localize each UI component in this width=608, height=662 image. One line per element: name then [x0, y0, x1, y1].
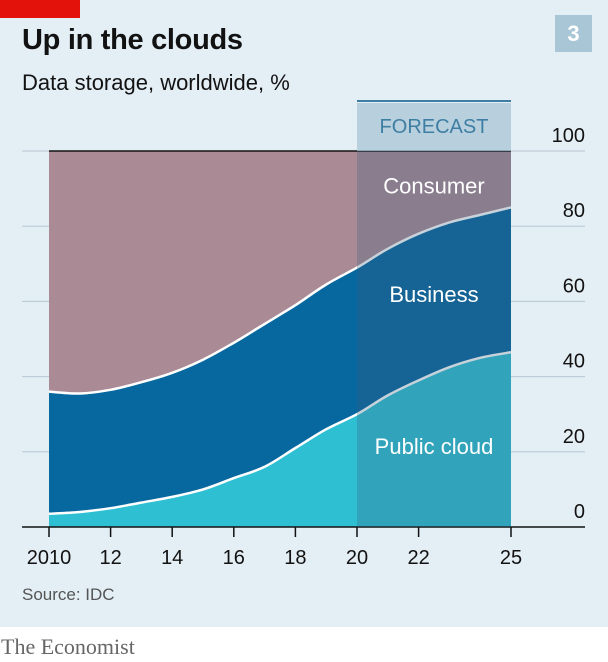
y-tick-label: 40	[563, 351, 585, 373]
forecast-header	[357, 103, 511, 151]
series-boundary-line	[48, 206, 512, 395]
publisher-logo: The Economist	[1, 634, 135, 659]
forecast-shading	[357, 151, 511, 527]
series-boundary-line	[48, 350, 512, 516]
y-tick-label: 60	[563, 275, 585, 297]
x-tick-label: 18	[284, 547, 306, 569]
forecast-region: FORECAST	[357, 100, 511, 527]
x-tick-label: 20	[346, 547, 368, 569]
chart-title: Up in the clouds	[22, 24, 243, 56]
chart-subtitle: Data storage, worldwide, %	[22, 70, 290, 95]
y-tick-label: 100	[552, 125, 585, 147]
series-labels: Public cloud Business Consumer	[375, 174, 494, 459]
y-tick-label: 0	[574, 501, 585, 523]
chart-number-badge: 3	[555, 15, 592, 52]
x-tick-label: 16	[223, 547, 245, 569]
label-consumer: Consumer	[383, 174, 484, 199]
x-tick-label: 12	[99, 547, 121, 569]
x-tick-label: 14	[161, 547, 183, 569]
area-public-cloud	[49, 352, 511, 527]
y-tick-label: 20	[563, 426, 585, 448]
area-layer	[48, 151, 512, 527]
brand-red-tag	[0, 0, 80, 18]
axis-ticks: 0 20 40 60 80 100 2010 12 14 16 18 20 22 25	[27, 125, 585, 569]
area-business	[49, 207, 511, 514]
x-tick-label: 22	[407, 547, 429, 569]
area-consumer	[49, 151, 511, 394]
label-public-cloud: Public cloud	[375, 434, 494, 459]
forecast-label: FORECAST	[380, 116, 489, 138]
label-business: Business	[389, 282, 478, 307]
x-tick-label: 2010	[27, 547, 72, 569]
source-note: Source: IDC	[22, 585, 115, 604]
x-tick-label: 25	[500, 547, 522, 569]
y-tick-label: 80	[563, 200, 585, 222]
